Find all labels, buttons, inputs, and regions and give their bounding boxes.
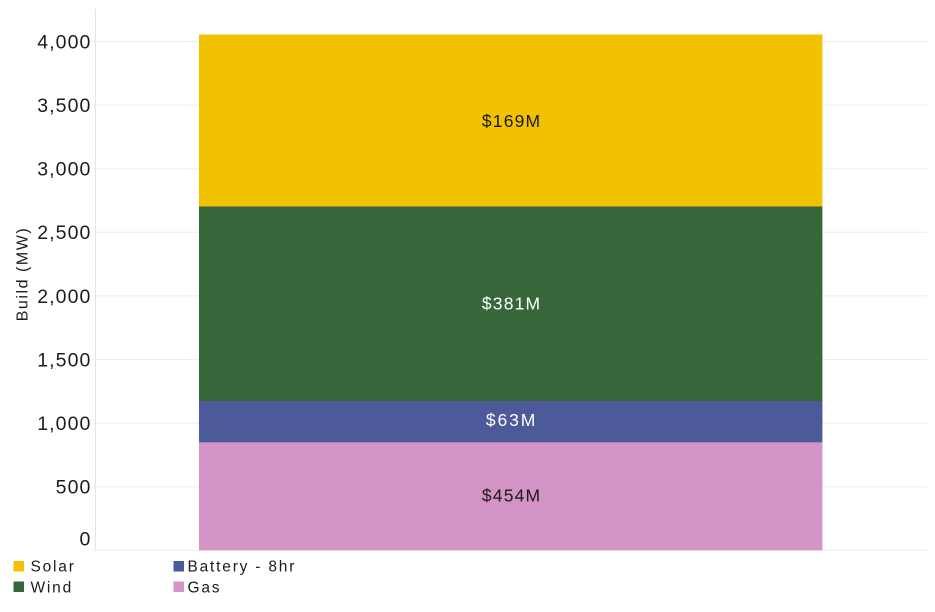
svg-text:1,500: 1,500 bbox=[37, 349, 91, 371]
svg-text:500: 500 bbox=[56, 477, 92, 499]
svg-text:Solar: Solar bbox=[31, 559, 76, 576]
svg-text:2,500: 2,500 bbox=[37, 222, 91, 244]
svg-text:2,000: 2,000 bbox=[37, 286, 91, 308]
svg-text:4,000: 4,000 bbox=[37, 31, 91, 53]
svg-text:Wind: Wind bbox=[31, 579, 74, 596]
svg-text:$454M: $454M bbox=[482, 485, 542, 505]
svg-text:$381M: $381M bbox=[482, 293, 542, 313]
svg-text:Gas: Gas bbox=[188, 579, 222, 596]
svg-text:Battery - 8hr: Battery - 8hr bbox=[188, 559, 297, 576]
svg-text:1,000: 1,000 bbox=[37, 413, 91, 435]
svg-text:Build (MW): Build (MW) bbox=[15, 227, 32, 322]
svg-text:$169M: $169M bbox=[482, 111, 542, 131]
svg-text:3,500: 3,500 bbox=[37, 95, 91, 117]
svg-text:0: 0 bbox=[80, 528, 92, 550]
svg-text:3,000: 3,000 bbox=[37, 159, 91, 181]
svg-text:$63M: $63M bbox=[486, 410, 537, 430]
